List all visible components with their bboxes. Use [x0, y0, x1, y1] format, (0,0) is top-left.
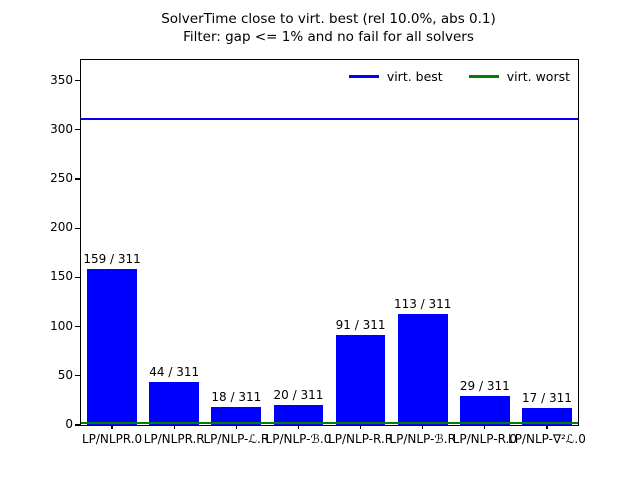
bar-value-label: 159 / 311 — [83, 251, 141, 266]
x-tick-mark — [297, 425, 300, 429]
y-tick-label: 50 — [57, 367, 73, 382]
bar — [87, 268, 137, 425]
y-tick-label: 200 — [50, 220, 73, 235]
y-tick-label: 150 — [50, 269, 73, 284]
x-tick-label: LP/NLP-ℬ.R — [389, 432, 456, 446]
x-tick-mark — [173, 425, 175, 429]
chart-title-line1: SolverTime close to virt. best (rel 10.0… — [161, 11, 496, 27]
x-tick-label: LP/NLP-ℬ.0 — [265, 432, 332, 446]
x-tick-label: LP/NLPR.0 — [81, 432, 143, 446]
x-tick-label: LP/NLP-ℒ.R — [203, 432, 270, 446]
bar — [522, 408, 572, 425]
legend-label: virt. worst — [506, 69, 570, 84]
y-tick-mark — [75, 178, 80, 180]
bar — [459, 396, 510, 425]
hline-virt-best — [81, 118, 578, 121]
legend-line-sample — [468, 75, 499, 78]
y-tick-label: 250 — [50, 171, 73, 186]
y-tick-label: 350 — [50, 72, 73, 87]
x-tick-label: LP/NLP-R.0 — [452, 432, 517, 446]
bar — [335, 335, 386, 425]
bar — [149, 381, 200, 425]
bar — [397, 313, 448, 425]
y-tick-label: 100 — [50, 318, 73, 333]
bar — [211, 407, 262, 425]
x-tick-label: LP/NLP-R.R — [328, 432, 394, 446]
legend-item-virt-worst: virt. worst — [468, 69, 570, 84]
legend: virt. best virt. worst — [348, 69, 570, 84]
x-tick-mark — [359, 425, 362, 429]
chart-title: SolverTime close to virt. best (rel 10.0… — [80, 10, 577, 46]
bar-value-label: 29 / 311 — [459, 379, 510, 394]
bar-value-label: 113 / 311 — [393, 296, 452, 311]
bar-value-label: 91 / 311 — [335, 318, 386, 333]
x-tick-label: LP/NLP-∇²ℒ.0 — [508, 432, 586, 446]
y-tick-mark — [75, 375, 80, 377]
chart-title-line2: Filter: gap <= 1% and no fail for all so… — [183, 29, 474, 45]
bar-value-label: 44 / 311 — [149, 364, 200, 379]
legend-item-virt-best: virt. best — [348, 69, 443, 84]
x-tick-label: LP/NLPR.R — [143, 432, 205, 446]
y-tick-mark — [75, 129, 80, 131]
legend-line-sample — [348, 75, 379, 78]
y-tick-mark — [75, 227, 80, 229]
x-tick-mark — [422, 425, 424, 429]
y-tick-label: 300 — [50, 121, 73, 136]
x-tick-mark — [484, 425, 486, 429]
axes: virt. best virt. worst 0 50 100 150 200 250 300… — [50, 59, 586, 446]
bar-value-label: 20 / 311 — [273, 388, 324, 403]
bar-value-label: 18 / 311 — [211, 390, 262, 405]
bar — [273, 405, 324, 425]
x-tick-mark — [546, 425, 548, 429]
legend-label: virt. best — [386, 69, 443, 84]
y-tick-label: 0 — [65, 417, 73, 431]
y-tick-mark — [75, 276, 80, 278]
y-tick-mark — [75, 424, 80, 426]
x-tick-mark — [235, 425, 237, 429]
y-tick-mark — [75, 326, 80, 328]
y-tick-mark — [75, 80, 80, 82]
x-tick-mark — [111, 425, 113, 429]
bar-value-label: 17 / 311 — [522, 391, 572, 406]
hline-virt-worst — [81, 422, 578, 425]
